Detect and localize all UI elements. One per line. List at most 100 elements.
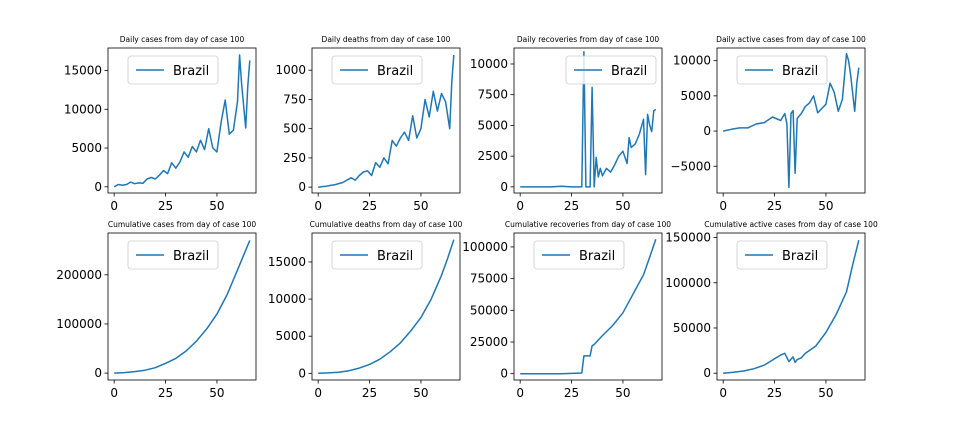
legend: Brazil	[533, 240, 625, 270]
legend-box	[565, 55, 657, 85]
x-tick-label: 50	[615, 199, 630, 213]
subplot: Cumulative recoveries from day of case 1…	[462, 220, 671, 400]
y-tick-label: 0	[94, 366, 102, 380]
y-tick-label: 250	[283, 151, 306, 165]
legend: Brazil	[331, 55, 423, 85]
legend-label: Brazil	[173, 249, 209, 264]
y-tick-label: 7500	[477, 88, 508, 102]
y-tick-label: 0	[703, 124, 711, 138]
legend-box	[127, 240, 219, 270]
subplot: Daily deaths from day of case 1000 25 5002…	[275, 35, 461, 213]
legend-label: Brazil	[782, 64, 818, 79]
y-tick-label: 500	[283, 122, 306, 136]
y-tick-label: 5000	[477, 118, 508, 132]
x-tick-label: 0	[719, 386, 727, 400]
y-tick-label: −5000	[670, 159, 711, 173]
legend-label: Brazil	[173, 64, 209, 79]
subplot-title: Daily active cases from day of case 100	[716, 35, 866, 44]
legend-box	[736, 55, 828, 85]
y-tick-label: 150000	[665, 231, 711, 245]
axes-frame	[311, 232, 461, 381]
legend-label: Brazil	[611, 64, 647, 79]
subplot-title: Cumulative deaths from day of case 100	[310, 220, 463, 229]
axes-frame	[716, 47, 866, 194]
y-tick-label: 50000	[673, 321, 711, 335]
subplot-title: Cumulative active cases from day of case…	[704, 220, 878, 229]
legend-label: Brazil	[782, 249, 818, 264]
x-tick-label: 0	[719, 199, 727, 213]
x-tick-label: 50	[209, 199, 224, 213]
subplot: Daily active cases from day of case 100 0…	[670, 35, 866, 213]
subplot-title: Cumulative recoveries from day of case 1…	[505, 220, 671, 229]
x-tick-label: 50	[413, 199, 428, 213]
legend-box	[736, 240, 828, 270]
x-tick-label: 0	[314, 199, 322, 213]
x-tick-label: 25	[564, 386, 579, 400]
y-tick-label: 2500	[477, 149, 508, 163]
y-tick-label: 1000	[275, 63, 306, 77]
axes-frame	[513, 47, 663, 194]
x-tick-label: 0	[110, 386, 118, 400]
legend-label: Brazil	[377, 249, 413, 264]
x-tick-label: 0	[110, 199, 118, 213]
x-tick-label: 50	[615, 386, 630, 400]
subplot-title: Cumulative cases from day of case 100	[108, 220, 257, 229]
x-tick-label: 50	[818, 199, 833, 213]
y-tick-label: 5000	[71, 141, 102, 155]
y-tick-label: 15000	[268, 255, 306, 269]
y-tick-label: 0	[500, 180, 508, 194]
legend-box	[127, 55, 219, 85]
axes-frame	[311, 47, 461, 194]
series-line	[520, 239, 657, 375]
x-tick-label: 50	[413, 386, 428, 400]
x-tick-label: 25	[767, 386, 782, 400]
y-tick-label: 200000	[56, 268, 102, 282]
y-tick-label: 10000	[470, 57, 508, 71]
subplot: Daily recoveries from day of case 100 0 25…	[470, 35, 663, 213]
y-tick-label: 75000	[470, 272, 508, 286]
y-tick-label: 100000	[665, 276, 711, 290]
legend: Brazil	[127, 55, 219, 85]
x-tick-label: 25	[362, 386, 377, 400]
y-tick-label: 50000	[470, 303, 508, 317]
x-tick-label: 25	[362, 199, 377, 213]
legend-box	[533, 240, 625, 270]
y-tick-label: 5000	[680, 89, 711, 103]
series-line	[113, 54, 251, 188]
axes-frame	[107, 47, 257, 194]
y-tick-label: 15000	[64, 63, 102, 77]
subplot: Cumulative deaths from day of case 100 0 2…	[268, 220, 463, 400]
y-tick-label: 25000	[470, 335, 508, 349]
series-line	[520, 50, 657, 188]
x-tick-label: 50	[818, 386, 833, 400]
y-tick-label: 750	[283, 92, 306, 106]
y-tick-label: 10000	[673, 54, 711, 68]
legend-label: Brazil	[377, 64, 413, 79]
x-tick-label: 25	[158, 199, 173, 213]
subplot: Cumulative cases from day of case 100 0 25…	[56, 220, 257, 400]
axes-frame	[716, 232, 866, 381]
subplot-title: Daily recoveries from day of case 100	[517, 35, 660, 44]
legend: Brazil	[736, 55, 828, 85]
series-line	[318, 239, 455, 375]
y-tick-label: 0	[94, 180, 102, 194]
x-tick-label: 0	[516, 199, 524, 213]
legend-label: Brazil	[579, 249, 615, 264]
x-tick-label: 25	[767, 199, 782, 213]
x-tick-label: 25	[564, 199, 579, 213]
axes-frame	[107, 232, 257, 381]
legend-box	[331, 240, 423, 270]
y-tick-label: 100000	[462, 240, 508, 254]
legend: Brazil	[736, 240, 828, 270]
legend: Brazil	[127, 240, 219, 270]
x-tick-label: 0	[314, 386, 322, 400]
y-tick-label: 0	[298, 180, 306, 194]
y-tick-label: 0	[703, 366, 711, 380]
series-line	[723, 52, 860, 189]
series-line	[723, 240, 860, 374]
legend: Brazil	[565, 55, 657, 85]
subplot: Cumulative active cases from day of case…	[665, 220, 878, 400]
series-line	[318, 54, 455, 188]
y-tick-label: 100000	[56, 317, 102, 331]
